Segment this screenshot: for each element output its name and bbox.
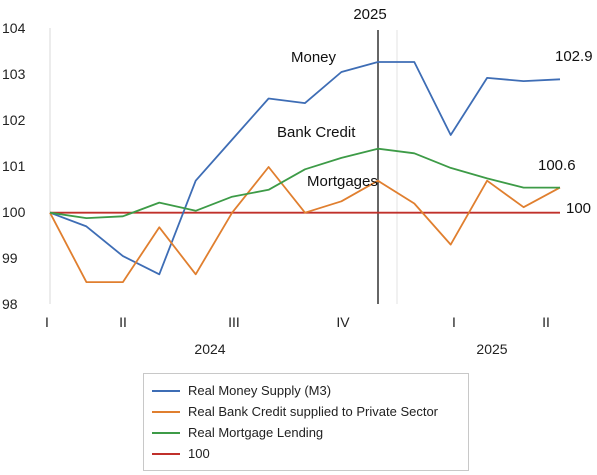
annotation-bank-credit: Bank Credit bbox=[277, 124, 356, 141]
legend-item-bank-credit: Real Bank Credit supplied to Private Sec… bbox=[152, 401, 468, 422]
x-tick-label: II bbox=[542, 314, 550, 330]
series-layer bbox=[49, 61, 561, 284]
annotation-mortgages: Mortgages bbox=[307, 173, 378, 190]
y-tick-label: 100 bbox=[2, 204, 26, 220]
series-line-1 bbox=[49, 61, 561, 276]
x-tick-label: I bbox=[452, 314, 456, 330]
legend-item-100: 100 bbox=[152, 443, 468, 464]
y-tick-label: 103 bbox=[2, 66, 26, 82]
y-tick-label: 98 bbox=[2, 296, 18, 312]
y-tick-label: 99 bbox=[2, 250, 18, 266]
legend-item-mortgage: Real Mortgage Lending bbox=[152, 422, 468, 443]
x-tick-label: III bbox=[228, 314, 240, 330]
annotation-money: Money bbox=[291, 49, 337, 66]
legend-swatch bbox=[152, 431, 180, 434]
legend-label: 100 bbox=[188, 446, 210, 461]
series-line-2 bbox=[49, 166, 561, 284]
x-tick-label: II bbox=[119, 314, 127, 330]
annotation-end-credit: 100.6 bbox=[538, 157, 576, 174]
legend-swatch bbox=[152, 410, 180, 413]
year-label-2024: 2024 bbox=[194, 341, 225, 357]
y-tick-label: 104 bbox=[2, 20, 26, 36]
x-tick-labels: I II III IV I II 2024 2025 bbox=[45, 314, 550, 357]
legend-swatch bbox=[152, 452, 180, 455]
y-tick-labels: 98 99 100 101 102 103 104 bbox=[2, 20, 26, 312]
x-tick-label: IV bbox=[336, 314, 350, 330]
legend-swatch bbox=[152, 389, 180, 392]
year-label-2025: 2025 bbox=[476, 341, 507, 357]
annotations: 2025 Money Bank Credit Mortgages 102.9 1… bbox=[277, 6, 593, 217]
y-tick-label: 102 bbox=[2, 112, 26, 128]
line-chart: 98 99 100 101 102 103 104 I II III IV I … bbox=[2, 6, 593, 357]
legend-item-money: Real Money Supply (M3) bbox=[152, 380, 468, 401]
annotation-marker-year: 2025 bbox=[353, 6, 386, 23]
legend-label: Real Bank Credit supplied to Private Sec… bbox=[188, 404, 439, 419]
annotation-end-money: 102.9 bbox=[555, 48, 593, 65]
x-tick-label: I bbox=[45, 314, 49, 330]
legend: Real Money Supply (M3) Real Bank Credit … bbox=[143, 373, 469, 471]
series-line-3 bbox=[49, 147, 560, 220]
y-tick-label: 101 bbox=[2, 158, 26, 174]
legend-label: Real Mortgage Lending bbox=[188, 425, 324, 440]
legend-label: Real Money Supply (M3) bbox=[188, 383, 332, 398]
annotation-end-100: 100 bbox=[566, 200, 591, 217]
